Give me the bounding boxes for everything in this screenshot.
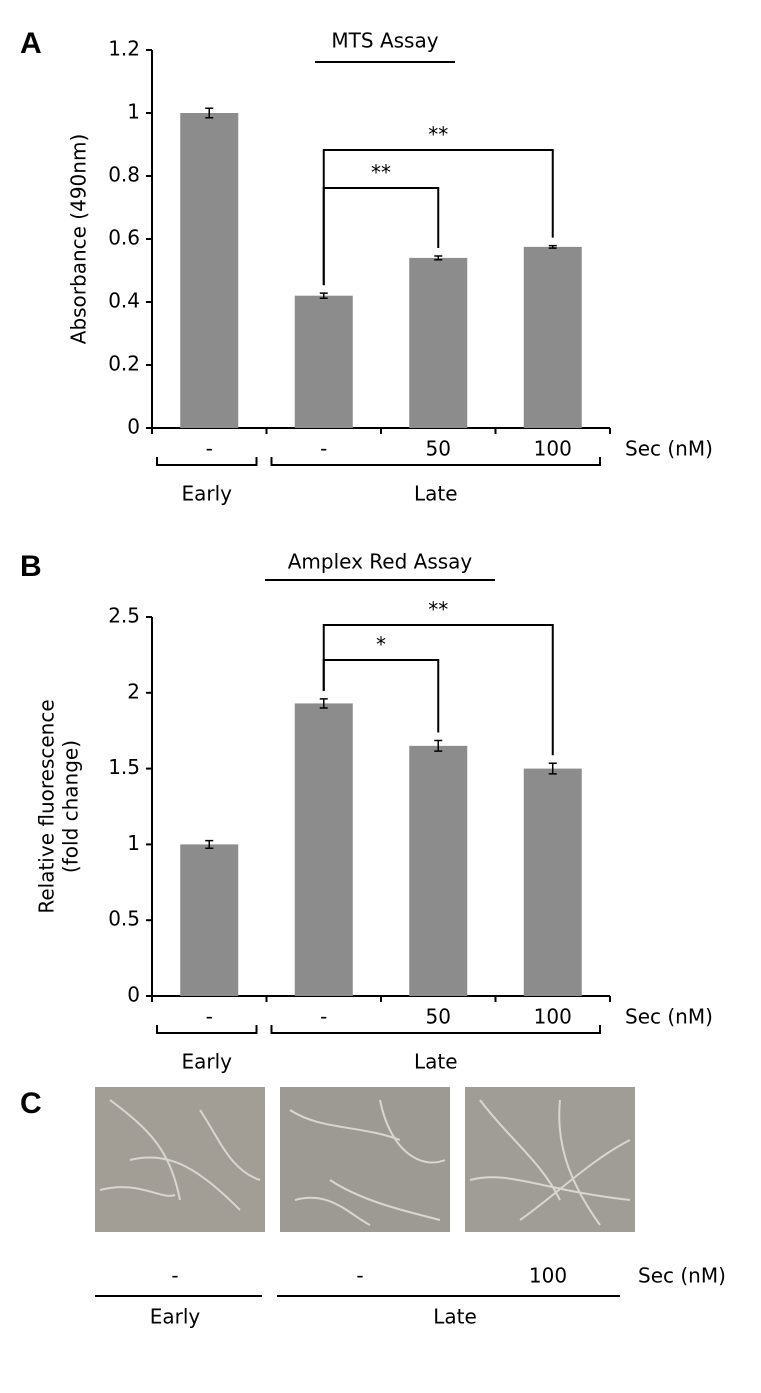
group-bracket: [270, 1025, 601, 1034]
bar: [180, 844, 239, 996]
significance-label: **: [428, 598, 448, 622]
x-tick-label: -: [320, 437, 327, 461]
significance-label: **: [428, 123, 448, 147]
treatment-label: Sec (nM): [638, 1264, 726, 1288]
condition-label: -: [356, 1264, 363, 1288]
cell-outline: [99, 1099, 261, 1211]
micrograph: [465, 1087, 635, 1232]
condition-label: -: [171, 1264, 178, 1288]
error-bar: [548, 244, 557, 249]
x-axis-label: Sec (nM): [625, 437, 713, 461]
x-tick-label: 50: [426, 1005, 451, 1029]
bar: [180, 113, 239, 428]
y-tick-label: 2.5: [108, 604, 140, 628]
x-tick-label: -: [320, 1005, 327, 1029]
y-tick-label: 0.4: [108, 289, 140, 313]
y-tick-label: 1: [127, 831, 140, 855]
y-tick-label: 0: [127, 983, 140, 1007]
x-tick-label: -: [206, 437, 213, 461]
group-label: Late: [414, 1050, 458, 1074]
bar: [294, 703, 353, 996]
y-tick-label: 0.2: [108, 352, 140, 376]
y-tick-label: 0.8: [108, 163, 140, 187]
significance-bracket: [322, 624, 554, 756]
condition-label: 100: [529, 1264, 567, 1288]
bar: [409, 745, 468, 996]
significance-label: *: [376, 633, 386, 657]
error-bar: [434, 255, 443, 261]
panel-label: B: [20, 550, 42, 583]
y-tick-label: 0.5: [108, 907, 140, 931]
y-axis-label: (fold change): [59, 740, 83, 873]
error-bar: [434, 739, 443, 752]
y-tick-label: 2: [127, 679, 140, 703]
x-tick-label: 50: [426, 437, 451, 461]
chart-title: MTS Assay: [331, 29, 438, 53]
group-label: Early: [181, 482, 232, 506]
error-bar: [319, 698, 328, 709]
group-bracket: [270, 457, 601, 466]
group-label: Late: [414, 482, 458, 506]
group-bracket: [156, 457, 258, 466]
micrographs: [95, 1087, 635, 1232]
y-tick-label: 1.5: [108, 755, 140, 779]
cell-outline: [469, 1099, 631, 1226]
group-label: Early: [150, 1305, 201, 1329]
panel-label: A: [20, 27, 42, 60]
group-bracket: [156, 1025, 258, 1034]
error-bar: [319, 292, 328, 299]
x-tick-label: 100: [534, 437, 572, 461]
y-tick-label: 0.6: [108, 226, 140, 250]
y-axis-label: Absorbance (490nm): [67, 134, 91, 344]
error-bar: [205, 839, 214, 849]
group-label: Late: [433, 1305, 477, 1329]
x-tick-label: 100: [534, 1005, 572, 1029]
y-tick-label: 1: [127, 100, 140, 124]
bar: [523, 768, 582, 996]
chart-title: Amplex Red Assay: [288, 550, 473, 574]
significance-label: **: [371, 161, 391, 185]
bar: [294, 295, 353, 428]
error-bar: [205, 107, 214, 119]
panel-label: C: [20, 1087, 42, 1120]
x-tick-label: -: [206, 1005, 213, 1029]
y-axis-label: Relative fluorescence: [35, 699, 59, 913]
error-bar: [548, 762, 557, 775]
bar: [523, 246, 582, 428]
y-tick-label: 0: [127, 415, 140, 439]
significance-bracket: [322, 149, 554, 286]
group-label: Early: [181, 1050, 232, 1074]
bar: [409, 257, 468, 428]
y-tick-label: 1.2: [108, 37, 140, 61]
cell-outline: [289, 1099, 446, 1226]
x-axis-label: Sec (nM): [625, 1005, 713, 1029]
micrograph: [280, 1087, 450, 1232]
